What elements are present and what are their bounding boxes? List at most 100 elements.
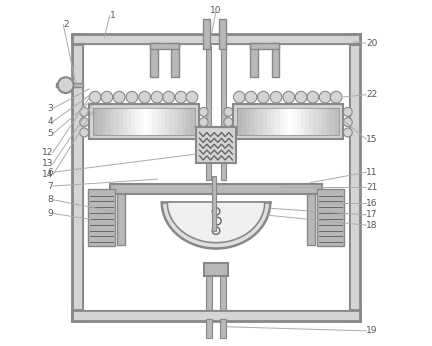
Bar	[280, 109, 284, 135]
Bar	[136, 109, 140, 135]
Bar	[203, 19, 210, 49]
Bar	[150, 43, 158, 77]
Circle shape	[199, 108, 208, 116]
Circle shape	[234, 91, 245, 103]
Bar	[110, 109, 114, 135]
Bar	[127, 109, 132, 135]
Text: 20: 20	[366, 39, 378, 48]
Circle shape	[199, 128, 208, 137]
Text: 16: 16	[366, 199, 378, 208]
Circle shape	[245, 91, 257, 103]
Bar	[161, 109, 165, 135]
Bar	[250, 43, 258, 77]
Bar	[317, 189, 344, 246]
Bar	[172, 43, 179, 77]
Bar	[296, 109, 301, 135]
Bar	[250, 43, 279, 49]
Bar	[102, 109, 106, 135]
Circle shape	[58, 77, 73, 93]
Bar	[258, 109, 263, 135]
Bar	[237, 109, 339, 135]
Bar	[114, 109, 119, 135]
Bar	[250, 109, 254, 135]
Bar	[203, 263, 229, 276]
Bar	[117, 189, 125, 245]
Bar	[165, 109, 170, 135]
Bar	[318, 109, 322, 135]
Bar	[330, 109, 335, 135]
Bar	[169, 109, 174, 135]
Text: 12: 12	[41, 148, 53, 157]
Circle shape	[343, 108, 352, 116]
Bar	[110, 184, 322, 194]
Bar	[314, 109, 318, 135]
Text: 18: 18	[366, 221, 378, 230]
Bar	[237, 109, 242, 135]
Circle shape	[186, 91, 198, 103]
Circle shape	[319, 91, 331, 103]
Bar	[275, 109, 280, 135]
Bar	[241, 109, 246, 135]
Bar	[178, 109, 182, 135]
Bar	[206, 46, 211, 180]
Bar	[88, 189, 115, 246]
Bar	[220, 319, 226, 338]
Bar	[118, 109, 123, 135]
Text: 9: 9	[47, 209, 53, 218]
Bar	[271, 109, 276, 135]
Circle shape	[89, 91, 101, 103]
Bar	[97, 109, 102, 135]
Circle shape	[224, 108, 233, 116]
Bar	[140, 109, 144, 135]
Circle shape	[330, 91, 342, 103]
Bar	[322, 109, 327, 135]
Text: 17: 17	[366, 210, 378, 219]
Bar	[301, 109, 305, 135]
Circle shape	[199, 118, 208, 127]
Circle shape	[163, 91, 175, 103]
Text: 15: 15	[366, 135, 378, 144]
Bar	[182, 109, 187, 135]
Bar	[157, 109, 161, 135]
Text: 11: 11	[366, 168, 378, 177]
Text: 4: 4	[48, 117, 53, 126]
Bar	[307, 189, 315, 245]
Bar	[219, 19, 226, 49]
Bar	[186, 109, 191, 135]
Circle shape	[343, 118, 352, 127]
Bar	[288, 109, 292, 135]
Bar	[89, 104, 199, 139]
Bar	[326, 109, 331, 135]
Bar	[220, 274, 226, 310]
Circle shape	[80, 108, 89, 116]
Polygon shape	[162, 202, 270, 248]
Bar	[335, 109, 339, 135]
Bar	[72, 34, 83, 321]
Text: 19: 19	[366, 326, 378, 335]
Bar	[349, 34, 360, 321]
Bar	[196, 127, 236, 163]
Text: 10: 10	[210, 7, 222, 16]
Bar	[292, 109, 297, 135]
Bar	[206, 319, 212, 338]
Circle shape	[224, 128, 233, 137]
Circle shape	[257, 91, 269, 103]
Circle shape	[139, 91, 150, 103]
Bar	[309, 109, 314, 135]
Circle shape	[270, 91, 282, 103]
Text: 5: 5	[47, 129, 53, 138]
Bar	[267, 109, 271, 135]
Bar	[246, 109, 250, 135]
Circle shape	[151, 91, 163, 103]
Circle shape	[113, 91, 125, 103]
Bar	[83, 44, 349, 310]
Bar	[72, 34, 360, 44]
Bar	[123, 109, 127, 135]
Bar	[93, 109, 98, 135]
Polygon shape	[167, 202, 265, 243]
Bar	[263, 109, 267, 135]
Bar	[284, 109, 289, 135]
Bar	[206, 274, 212, 310]
Circle shape	[126, 91, 138, 103]
Text: 13: 13	[41, 159, 53, 168]
